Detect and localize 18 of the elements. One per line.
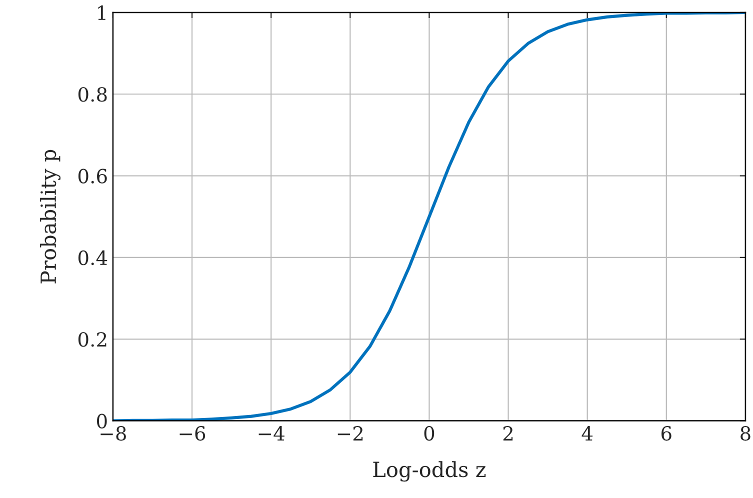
x-tick-label: −2 [338, 426, 363, 440]
y-tick-label: 0.6 [78, 168, 107, 184]
y-tick-label: 0.4 [78, 250, 108, 266]
line-series [112, 12, 746, 421]
x-tick-label: 2 [503, 426, 513, 440]
x-axis-title: Log-odds z [373, 461, 486, 482]
x-tick-label: −6 [180, 426, 206, 441]
x-tick-label: −8 [100, 426, 126, 441]
x-tick-label: 6 [662, 426, 672, 441]
x-tick-label: 4 [582, 426, 593, 440]
y-tick-label: 0.8 [78, 87, 107, 102]
x-tick-label: 0 [424, 426, 434, 441]
y-tick-label: 0 [97, 414, 107, 428]
y-tick-label: 0.2 [78, 332, 106, 347]
y-tick-label: 1 [98, 5, 106, 20]
x-tick-label: 8 [740, 426, 750, 441]
y-axis-title: Probability p [40, 150, 60, 284]
x-tick-label: −4 [258, 426, 284, 440]
